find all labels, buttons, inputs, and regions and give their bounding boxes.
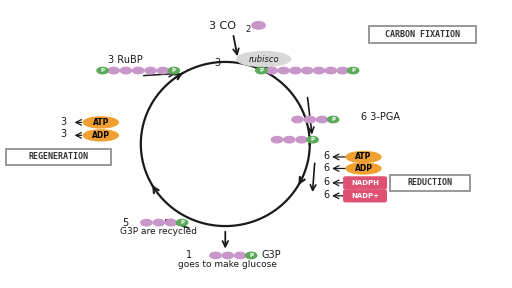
- Text: P: P: [249, 253, 253, 258]
- Circle shape: [328, 116, 339, 123]
- Circle shape: [210, 252, 221, 259]
- Text: CARBON FIXATION: CARBON FIXATION: [385, 30, 460, 39]
- Text: P: P: [180, 220, 184, 225]
- Circle shape: [222, 252, 233, 259]
- Circle shape: [234, 252, 246, 259]
- Text: P: P: [100, 68, 104, 73]
- Circle shape: [133, 67, 144, 74]
- Circle shape: [316, 116, 328, 123]
- Circle shape: [337, 67, 348, 74]
- Text: 6: 6: [323, 177, 329, 187]
- Circle shape: [141, 219, 152, 226]
- Ellipse shape: [346, 151, 381, 162]
- Text: goes to make glucose: goes to make glucose: [178, 260, 278, 270]
- Text: ADP: ADP: [354, 164, 373, 173]
- Text: P: P: [311, 137, 315, 142]
- Circle shape: [325, 67, 336, 74]
- Text: 6 3-PGA: 6 3-PGA: [361, 112, 400, 122]
- Circle shape: [292, 116, 303, 123]
- Circle shape: [97, 67, 108, 74]
- Text: NADPH: NADPH: [351, 180, 379, 186]
- Text: 6: 6: [323, 190, 329, 200]
- Text: ATP: ATP: [355, 152, 372, 162]
- Circle shape: [296, 137, 307, 143]
- Text: 3: 3: [60, 117, 67, 126]
- Text: 3 CO: 3 CO: [209, 21, 236, 31]
- Circle shape: [313, 67, 325, 74]
- Text: P: P: [172, 68, 176, 73]
- Text: NADP+: NADP+: [351, 193, 379, 199]
- FancyBboxPatch shape: [369, 26, 476, 43]
- Circle shape: [168, 67, 180, 74]
- Text: 6: 6: [323, 163, 329, 173]
- FancyBboxPatch shape: [390, 175, 470, 191]
- Text: REDUCTION: REDUCTION: [408, 178, 453, 187]
- Text: rubisco: rubisco: [248, 54, 279, 64]
- FancyBboxPatch shape: [344, 190, 387, 202]
- Circle shape: [278, 67, 289, 74]
- Text: P: P: [331, 117, 335, 122]
- Text: 3 RuBP: 3 RuBP: [108, 55, 143, 65]
- Circle shape: [165, 219, 177, 226]
- Circle shape: [153, 219, 164, 226]
- Text: REGENERATION: REGENERATION: [29, 152, 89, 162]
- Text: 1: 1: [186, 251, 192, 260]
- Text: P: P: [259, 68, 263, 73]
- Circle shape: [266, 67, 278, 74]
- Circle shape: [284, 137, 295, 143]
- Circle shape: [290, 67, 301, 74]
- Text: 3: 3: [60, 130, 67, 139]
- Text: 5: 5: [122, 218, 128, 228]
- Circle shape: [307, 137, 318, 143]
- Circle shape: [271, 137, 283, 143]
- Circle shape: [120, 67, 132, 74]
- Text: ADP: ADP: [92, 131, 110, 140]
- Circle shape: [304, 116, 315, 123]
- Text: G3P: G3P: [261, 251, 281, 260]
- Text: 2: 2: [245, 25, 250, 35]
- Circle shape: [157, 67, 168, 74]
- FancyBboxPatch shape: [6, 149, 112, 165]
- Circle shape: [246, 252, 257, 259]
- Text: 3: 3: [215, 58, 221, 68]
- Circle shape: [108, 67, 119, 74]
- Ellipse shape: [346, 163, 381, 174]
- Circle shape: [252, 22, 265, 29]
- Circle shape: [348, 67, 359, 74]
- Ellipse shape: [237, 52, 291, 67]
- Text: P: P: [351, 68, 355, 73]
- FancyBboxPatch shape: [344, 177, 387, 189]
- Circle shape: [302, 67, 313, 74]
- Circle shape: [255, 67, 267, 74]
- Circle shape: [145, 67, 156, 74]
- Ellipse shape: [83, 130, 118, 141]
- Circle shape: [177, 219, 188, 226]
- Text: ATP: ATP: [93, 118, 109, 127]
- Text: 6: 6: [323, 151, 329, 161]
- Ellipse shape: [83, 117, 118, 128]
- Text: G3P are recycled: G3P are recycled: [120, 227, 197, 236]
